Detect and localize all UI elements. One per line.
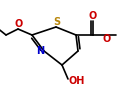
Text: S: S [53,17,61,27]
Text: O: O [103,34,111,44]
Text: O: O [15,19,23,29]
Text: N: N [36,46,44,56]
Text: OH: OH [69,76,85,86]
Text: O: O [89,11,97,21]
